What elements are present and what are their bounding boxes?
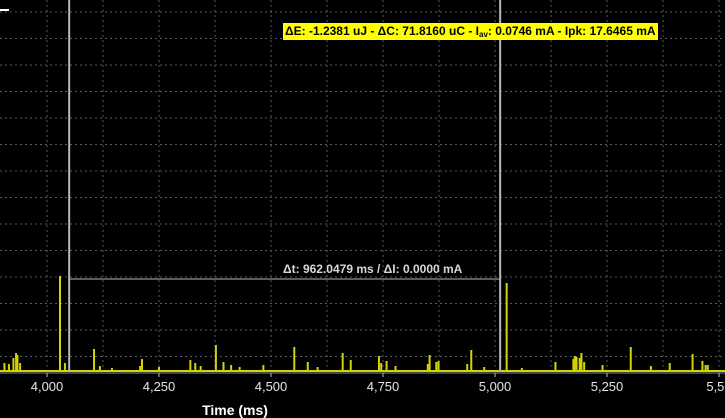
x-axis-title: Time (ms) bbox=[202, 402, 268, 418]
x-tick-label: 4,000 bbox=[30, 379, 64, 394]
x-tick-label: 5,000 bbox=[478, 379, 512, 394]
x-tick-label: 4,750 bbox=[366, 379, 400, 394]
x-tick-label: 5,250 bbox=[590, 379, 624, 394]
cursor-delta-label: Δt: 962.0479 ms / ΔI: 0.0000 mA bbox=[283, 262, 463, 276]
x-tick-label: 4,500 bbox=[254, 379, 288, 394]
cursor-lines[interactable] bbox=[68, 0, 502, 371]
x-tick-label: 4,250 bbox=[142, 379, 176, 394]
marker-icon bbox=[0, 9, 9, 11]
annotation-subscript: av bbox=[479, 30, 488, 39]
annotation-text-1: ΔE: -1.2381 uJ - ΔC: 71.8160 uC - I bbox=[285, 24, 479, 38]
annotation-text-2: : 0.0746 mA - Ipk: 17.6465 mA bbox=[487, 24, 656, 38]
measurement-annotation: ΔE: -1.2381 uJ - ΔC: 71.8160 uC - Iav: 0… bbox=[283, 23, 658, 40]
x-tick-label: 5,50 bbox=[706, 379, 725, 394]
plot-grid bbox=[0, 0, 725, 371]
current-trace bbox=[0, 276, 725, 372]
x-axis bbox=[0, 372, 725, 377]
